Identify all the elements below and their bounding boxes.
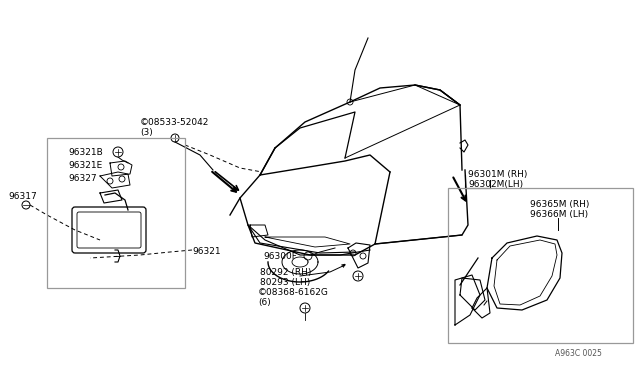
Text: A963C 0025: A963C 0025 bbox=[555, 349, 602, 358]
Text: 96300F: 96300F bbox=[263, 252, 297, 261]
Text: 96365M (RH)
96366M (LH): 96365M (RH) 96366M (LH) bbox=[530, 200, 589, 219]
Text: 96301M (RH)
96302M(LH): 96301M (RH) 96302M(LH) bbox=[468, 170, 527, 189]
Text: ©08533-52042
(3): ©08533-52042 (3) bbox=[140, 118, 209, 137]
Bar bbox=[448, 188, 633, 343]
Text: 96321E: 96321E bbox=[68, 161, 102, 170]
Text: 80292 (RH)
80293 (LH): 80292 (RH) 80293 (LH) bbox=[260, 268, 312, 288]
Text: 96321B: 96321B bbox=[68, 148, 103, 157]
Text: 96327: 96327 bbox=[68, 174, 97, 183]
Text: 96317: 96317 bbox=[8, 192, 36, 201]
Text: 96321: 96321 bbox=[192, 247, 221, 256]
Text: ©08368-6162G
(6): ©08368-6162G (6) bbox=[258, 288, 329, 307]
Bar bbox=[47, 138, 185, 288]
